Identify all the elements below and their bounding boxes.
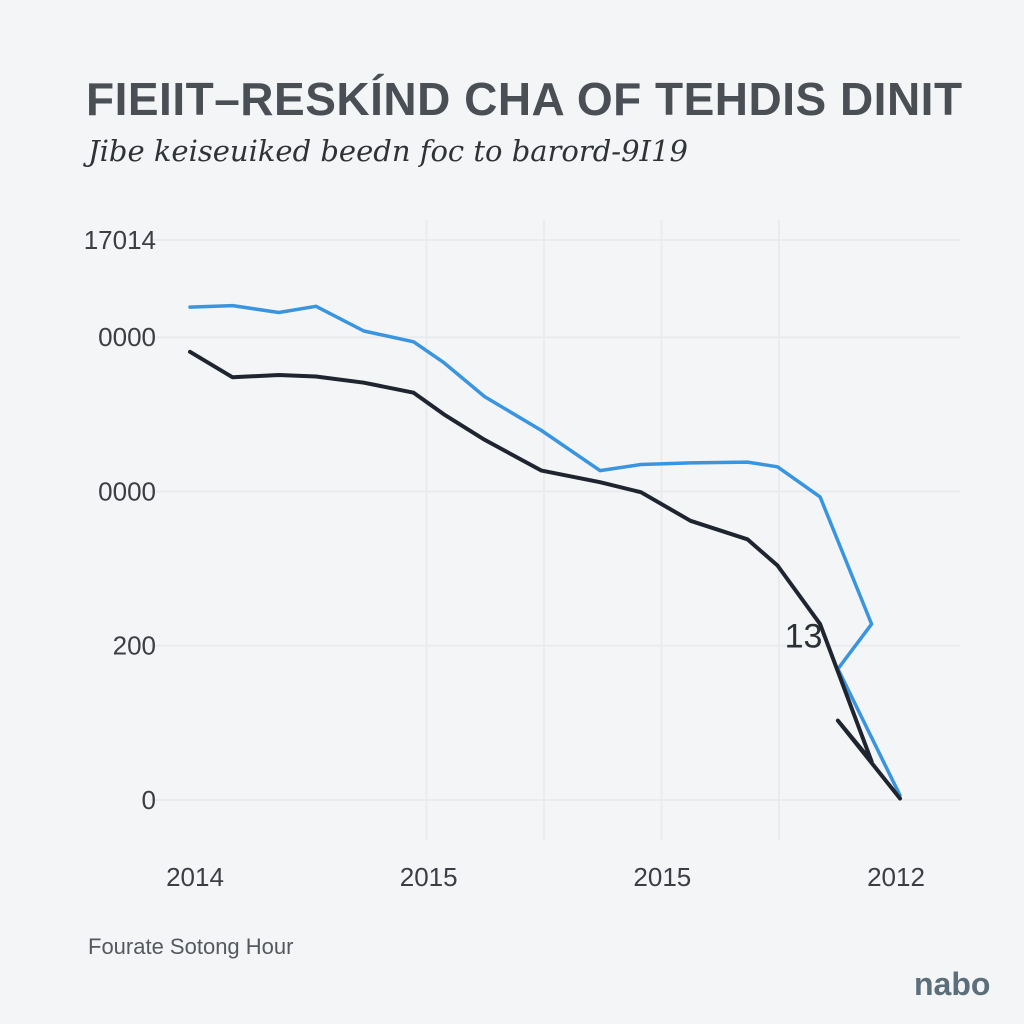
grid: [150, 220, 960, 840]
x-tick-label: 2015: [633, 862, 691, 892]
x-tick-label: 2012: [867, 862, 925, 892]
x-tick-label: 2014: [166, 862, 224, 892]
x-tick-label: 2015: [400, 862, 458, 892]
brand-logo: nabo: [914, 966, 991, 1002]
series-lines: [188, 303, 902, 801]
source-note: Fourate Sotong Hour: [88, 934, 294, 959]
series-line-1: [188, 303, 902, 798]
y-tick-label: 17014: [84, 225, 156, 255]
y-tick-label: 0: [142, 785, 156, 815]
chart-title: FIEIIT–RESKÍND CHA OF TEHDIS DINIT: [86, 73, 963, 125]
x-axis-ticks: 2014 2015 2015 2012: [166, 862, 925, 892]
y-tick-label: 200: [113, 631, 156, 661]
chart-subtitle: Jibe keiseuiked beedn foc to barord-9I19: [88, 134, 688, 168]
y-tick-label: 0000: [98, 322, 156, 352]
y-tick-label: 0000: [98, 476, 156, 506]
annotations: 13: [785, 618, 823, 656]
data-label: 13: [785, 618, 823, 656]
series-line-2: [188, 349, 902, 801]
y-axis-ticks: 0 200 0000 0000 17014: [84, 225, 156, 815]
